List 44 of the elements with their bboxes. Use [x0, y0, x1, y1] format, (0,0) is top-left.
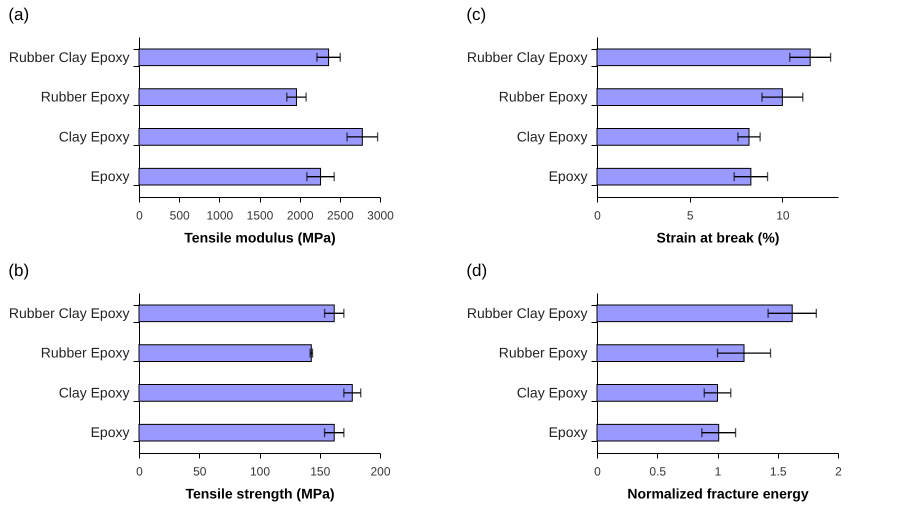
x-tick-label: 1.5	[770, 464, 787, 478]
x-axis-title: Normalized fracture energy	[627, 486, 809, 502]
x-tick-label: 2000	[286, 208, 314, 222]
x-tick-label: 2500	[326, 208, 354, 222]
x-tick-label: 0.5	[649, 464, 666, 478]
x-axis-title: Tensile strength (MPa)	[185, 486, 335, 502]
chart-title: (d)	[466, 261, 488, 280]
x-tick-label: 100	[250, 464, 270, 478]
x-tick-label: 1	[714, 464, 722, 478]
y-tick-label: Clay Epoxy	[516, 384, 588, 400]
x-tick-label: 200	[370, 464, 391, 478]
x-tick-label: 50	[193, 464, 207, 478]
y-tick-label: Clay Epoxy	[516, 128, 588, 144]
y-tick-label: Epoxy	[548, 168, 588, 184]
x-tick-label: 0	[594, 208, 602, 222]
y-tick-label: Rubber Epoxy	[498, 344, 588, 361]
y-tick-label: Rubber Clay Epoxy	[466, 48, 588, 65]
x-tick-label: 10	[776, 208, 790, 222]
y-tick-label: Epoxy	[90, 168, 130, 184]
y-tick-label: Rubber Epoxy	[40, 88, 130, 105]
chart-title: (c)	[466, 5, 486, 24]
x-tick-label: 2	[835, 464, 842, 478]
y-tick-label: Epoxy	[548, 424, 588, 440]
x-tick-label: 1500	[246, 208, 274, 222]
y-tick-label: Rubber Clay Epoxy	[8, 304, 130, 321]
y-tick-label: Rubber Epoxy	[498, 88, 588, 105]
x-tick-label: 3000	[367, 208, 394, 222]
x-tick-label: 0	[136, 208, 144, 222]
x-tick-label: 0	[136, 464, 144, 478]
x-tick-label: 150	[310, 464, 331, 478]
y-tick-label: Clay Epoxy	[58, 128, 130, 144]
y-tick-label: Rubber Clay Epoxy	[8, 48, 130, 65]
x-axis-title: Strain at break (%)	[656, 230, 780, 246]
y-tick-label: Rubber Epoxy	[40, 344, 130, 361]
y-tick-label: Rubber Clay Epoxy	[466, 304, 588, 321]
chart-title: (a)	[8, 5, 30, 24]
y-tick-label: Epoxy	[90, 424, 130, 440]
x-tick-label: 500	[170, 208, 190, 222]
x-tick-label: 1000	[206, 208, 234, 222]
x-axis-title: Tensile modulus (MPa)	[184, 230, 336, 246]
chart-title: (b)	[8, 261, 30, 280]
y-tick-label: Clay Epoxy	[58, 384, 130, 400]
x-tick-label: 0	[594, 464, 602, 478]
x-tick-label: 5	[686, 208, 694, 222]
